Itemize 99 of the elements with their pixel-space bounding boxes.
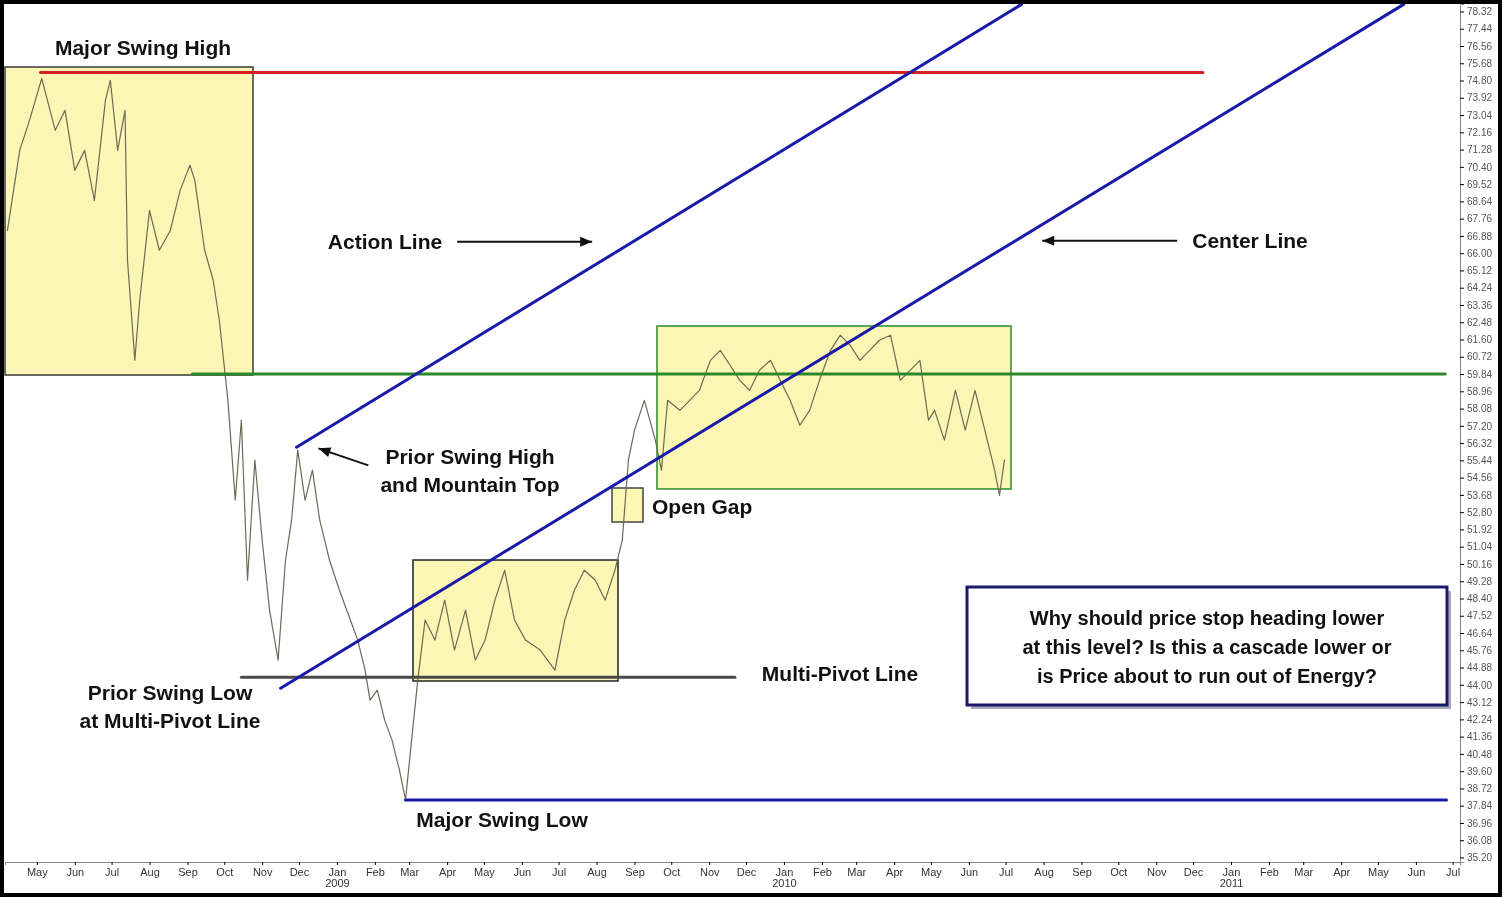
y-tick-label: 73.92 [1467, 92, 1493, 104]
x-tick-label: Mar [400, 865, 420, 878]
y-tick-label: 78.32 [1467, 6, 1493, 18]
y-tick-label: 36.08 [1467, 834, 1493, 846]
x-tick-label: Feb [1259, 865, 1279, 878]
x-tick-label: Jun [1407, 865, 1426, 878]
y-tick-label: 48.40 [1467, 593, 1493, 605]
annotation: Center Line [1192, 229, 1308, 253]
x-tick-label: Jul [552, 865, 567, 878]
x-tick-label: May [921, 865, 943, 878]
y-tick-label: 66.88 [1467, 230, 1493, 242]
x-tick-label: May [1368, 865, 1390, 878]
y-tick-label: 47.52 [1467, 610, 1493, 622]
y-tick-label: 64.24 [1467, 282, 1493, 294]
y-tick-label: 55.44 [1467, 455, 1493, 467]
y-tick-label: 56.32 [1467, 437, 1493, 449]
x-tick-label: Oct [1110, 865, 1128, 878]
line-series [6, 77, 1005, 801]
y-tick-label: 66.00 [1467, 247, 1493, 259]
x-tick-label: Nov [1146, 865, 1168, 878]
y-tick-label: 72.16 [1467, 127, 1493, 139]
x-tick-label: Jan 2011 [1219, 865, 1244, 889]
y-tick-label: 65.12 [1467, 265, 1493, 277]
x-tick-label: Oct [216, 865, 234, 878]
annotation: Prior Swing Low at Multi-Pivot Line [79, 681, 261, 733]
x-tick-label: Aug [140, 865, 160, 878]
x-tick-label: Jul [999, 865, 1014, 878]
x-tick-label: Jul [1446, 865, 1461, 878]
y-tick-label: 37.84 [1467, 800, 1493, 812]
x-tick-label: Oct [663, 865, 681, 878]
x-tick-label: Jan 2009 [325, 865, 350, 889]
annotation: Multi-Pivot Line [761, 662, 919, 686]
x-tick-label: May [473, 865, 496, 878]
y-tick-label: 74.80 [1467, 75, 1493, 87]
y-tick-label: 71.28 [1467, 144, 1493, 156]
annotation: Prior Swing High and Mountain Top [380, 445, 560, 497]
y-tick-label: 69.52 [1467, 178, 1493, 190]
y-tick-label: 44.00 [1467, 679, 1493, 691]
x-tick-label: Apr [1333, 865, 1351, 878]
y-tick-label: 41.36 [1467, 731, 1493, 743]
x-tick-label: Mar [1294, 865, 1314, 878]
y-tick-label: 52.80 [1467, 506, 1493, 518]
y-tick-label: 36.96 [1467, 817, 1493, 829]
y-tick-label: 42.24 [1467, 714, 1493, 726]
x-tick-label: Jun [66, 865, 85, 878]
x-tick-label: Jun [960, 865, 979, 878]
y-tick-label: 50.16 [1467, 558, 1493, 570]
y-tick-label: 76.56 [1467, 40, 1493, 52]
y-tick-label: 43.12 [1467, 696, 1493, 708]
y-tick-label: 51.04 [1467, 541, 1493, 553]
annotation: Major Swing Low [416, 808, 589, 832]
y-tick-label: 57.20 [1467, 420, 1493, 432]
x-tick-label: Dec [1183, 865, 1204, 878]
x-tick-label: Feb [365, 865, 385, 878]
annotation: Open Gap [652, 495, 753, 519]
x-tick-label: May [26, 865, 49, 878]
y-tick-label: 59.84 [1467, 368, 1493, 380]
y-tick-label: 45.76 [1467, 645, 1493, 656]
y-tick-label: 44.88 [1467, 662, 1493, 674]
y-tick-label: 75.68 [1467, 57, 1493, 69]
x-tick-label: Nov [699, 865, 721, 878]
x-tick-label: Dec [289, 865, 310, 878]
y-tick-label: 58.08 [1467, 403, 1493, 415]
y-tick-label: 54.56 [1467, 472, 1493, 484]
x-tick-label: Mar [847, 865, 867, 878]
annotation: Major Swing High [54, 36, 232, 60]
y-tick-label: 53.68 [1467, 489, 1493, 501]
x-tick-label: Jan 2010 [772, 865, 797, 889]
y-tick-label: 77.44 [1467, 23, 1493, 35]
x-tick-label: Sep [1072, 865, 1092, 878]
y-tick-label: 60.72 [1467, 351, 1493, 363]
y-tick-label: 67.76 [1467, 213, 1493, 225]
y-tick-label: 73.04 [1467, 109, 1493, 121]
x-tick-label: Apr [439, 865, 457, 878]
y-tick-label: 38.72 [1467, 783, 1493, 795]
x-tick-label: Apr [886, 865, 904, 878]
x-tick-label: Sep [625, 865, 645, 878]
y-tick-label: 39.60 [1467, 765, 1493, 777]
x-tick-label: Dec [736, 865, 757, 878]
annotation: Why should price stop heading lower at this level? Is this a cascade lower or is Price about to run out of Energy? [1022, 607, 1392, 687]
y-tick-label: 40.48 [1467, 748, 1493, 760]
x-tick-label: Aug [1034, 865, 1054, 878]
y-tick-label: 70.40 [1467, 161, 1493, 173]
y-tick-label: 63.36 [1467, 299, 1493, 311]
y-tick-label: 68.64 [1467, 196, 1493, 208]
y-tick-label: 58.96 [1467, 386, 1493, 398]
y-tick-label: 61.60 [1467, 334, 1493, 346]
y-tick-label: 49.28 [1467, 575, 1493, 587]
annotation: Action Line [327, 230, 443, 254]
y-tick-label: 46.64 [1467, 627, 1493, 639]
y-tick-label: 35.20 [1467, 852, 1493, 864]
x-tick-label: Aug [587, 865, 607, 878]
y-tick-label: 51.92 [1467, 524, 1493, 536]
y-tick-label: 62.48 [1467, 316, 1493, 328]
x-tick-label: Jul [105, 865, 120, 878]
x-tick-label: Nov [252, 865, 273, 878]
x-tick-label: Feb [812, 865, 832, 878]
x-tick-label: Jun [513, 865, 532, 878]
x-tick-label: Sep [178, 865, 198, 878]
